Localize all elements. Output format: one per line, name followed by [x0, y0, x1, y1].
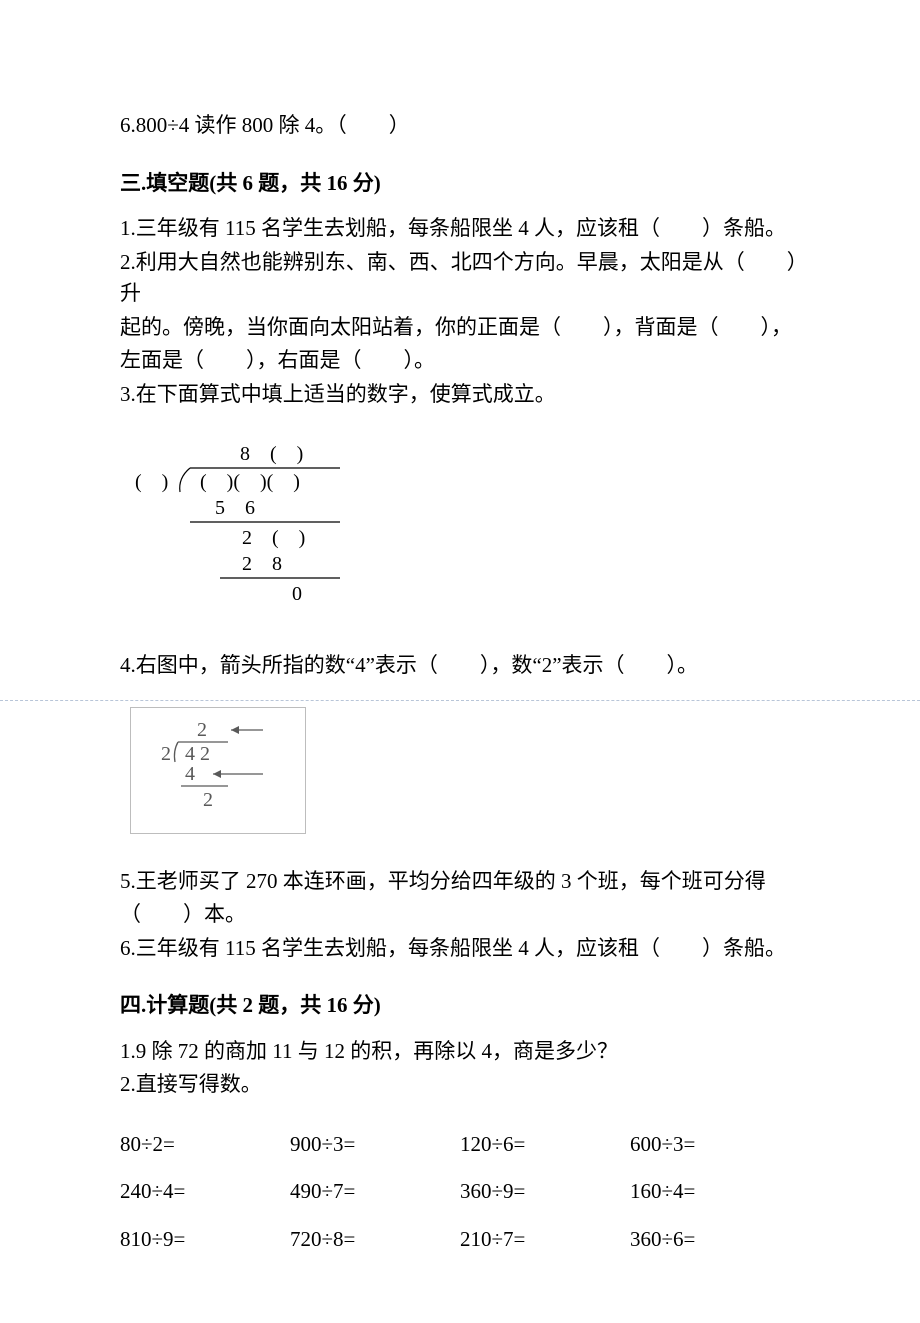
- arith-cell: 900÷3=: [290, 1121, 460, 1169]
- table-row: 80÷2= 900÷3= 120÷6= 600÷3=: [120, 1121, 800, 1169]
- arith-cell: 490÷7=: [290, 1168, 460, 1216]
- div-divisor: ( ): [135, 471, 168, 493]
- arith-cell: 210÷7=: [460, 1216, 630, 1264]
- page-dashed-line: [0, 700, 920, 703]
- s3-q5-line1: 5.王老师买了 270 本连环画，平均分给四年级的 3 个班，每个班可分得: [120, 866, 800, 898]
- s3-q2-line1: 2.利用大自然也能辨别东、南、西、北四个方向。早晨，太阳是从（ ）升: [120, 247, 800, 310]
- div-row3: 5 6: [215, 497, 255, 519]
- s3-q4: 4.右图中，箭头所指的数“4”表示（ ），数“2”表示（ ）。: [120, 650, 800, 682]
- division-box-figure: 2 2 4 2 4 2: [130, 707, 306, 834]
- div-row1: 8 ( ): [240, 443, 303, 465]
- s4-q1: 1.9 除 72 的商加 11 与 12 的积，再除以 4，商是多少？: [120, 1036, 800, 1068]
- div-row6: 0: [292, 583, 302, 605]
- division-box-svg: 2 2 4 2 4 2: [153, 718, 283, 813]
- s3-q3: 3.在下面算式中填上适当的数字，使算式成立。: [120, 379, 800, 411]
- s3-q5-line2: （ ）本。: [120, 899, 800, 931]
- div-row4: 2 ( ): [242, 527, 305, 549]
- long-division-figure: 8 ( ) ( ) ( )( )( ) 5 6 2 ( ) 2 8 0: [130, 440, 800, 620]
- s3-q2-line3: 左面是（ ），右面是（ ）。: [120, 345, 800, 377]
- arithmetic-table: 80÷2= 900÷3= 120÷6= 600÷3= 240÷4= 490÷7=…: [120, 1121, 800, 1264]
- arith-cell: 160÷4=: [630, 1168, 800, 1216]
- fig-dividend: 4 2: [185, 743, 210, 765]
- div-dividend: ( )( )( ): [200, 471, 300, 493]
- arith-cell: 810÷9=: [120, 1216, 290, 1264]
- section-4-header: 四.计算题(共 2 题，共 16 分): [120, 990, 800, 1022]
- fig-rem: 2: [203, 789, 213, 811]
- div-bracket: [180, 468, 190, 492]
- s4-q2: 2.直接写得数。: [120, 1069, 800, 1101]
- fig-sub: 4: [185, 763, 195, 785]
- div-row5: 2 8: [242, 553, 282, 575]
- section-3-header: 三.填空题(共 6 题，共 16 分): [120, 168, 800, 200]
- arith-cell: 720÷8=: [290, 1216, 460, 1264]
- arith-cell: 240÷4=: [120, 1168, 290, 1216]
- arith-cell: 360÷9=: [460, 1168, 630, 1216]
- arith-cell: 120÷6=: [460, 1121, 630, 1169]
- table-row: 810÷9= 720÷8= 210÷7= 360÷6=: [120, 1216, 800, 1264]
- s3-q2-line2: 起的。傍晚，当你面向太阳站着，你的正面是（ ），背面是（ ），: [120, 312, 800, 344]
- s3-q6: 6.三年级有 115 名学生去划船，每条船限坐 4 人，应该租（ ）条船。: [120, 933, 800, 965]
- arith-cell: 360÷6=: [630, 1216, 800, 1264]
- question-2-6: 6.800÷4 读作 800 除 4。（ ）: [120, 110, 800, 142]
- long-division-svg: 8 ( ) ( ) ( )( )( ) 5 6 2 ( ) 2 8 0: [130, 440, 350, 610]
- arith-cell: 80÷2=: [120, 1121, 290, 1169]
- fig-divisor: 2: [161, 743, 171, 765]
- arith-cell: 600÷3=: [630, 1121, 800, 1169]
- arrow-mid-head: [213, 770, 221, 778]
- table-row: 240÷4= 490÷7= 360÷9= 160÷4=: [120, 1168, 800, 1216]
- arrow-top-head: [231, 726, 239, 734]
- fig-quot: 2: [197, 719, 207, 741]
- document-page: 6.800÷4 读作 800 除 4。（ ） 三.填空题(共 6 题，共 16 …: [0, 0, 920, 1323]
- s3-q1: 1.三年级有 115 名学生去划船，每条船限坐 4 人，应该租（ ）条船。: [120, 213, 800, 245]
- fig-bracket: [174, 742, 178, 762]
